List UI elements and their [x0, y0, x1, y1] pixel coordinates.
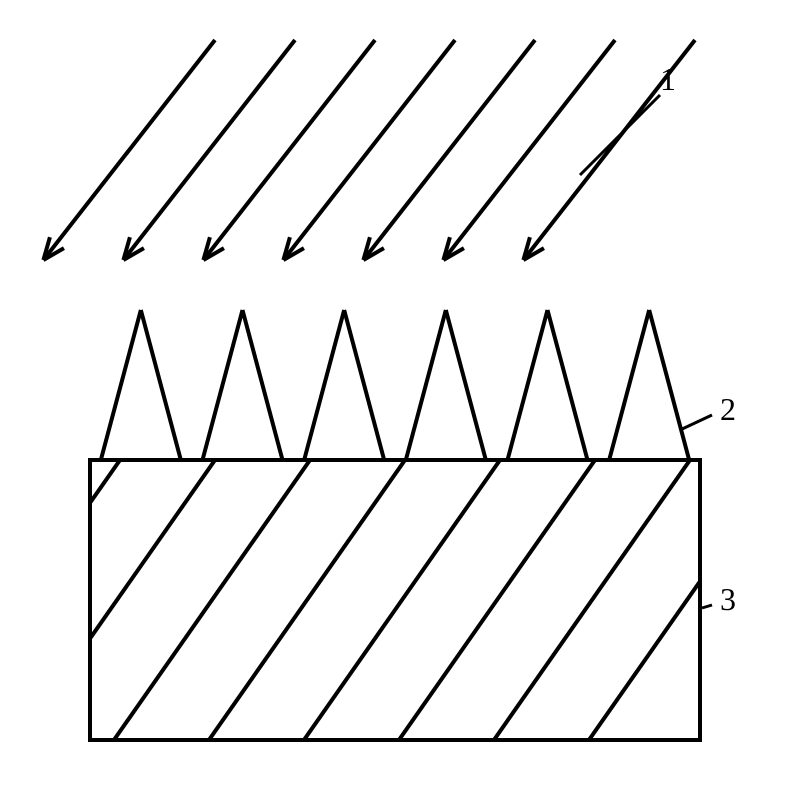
label-label3: 3 — [720, 581, 736, 617]
label-label2: 2 — [720, 391, 736, 427]
label-label1: 1 — [660, 61, 676, 97]
diagram-svg: 1 2 3 — [0, 0, 800, 800]
